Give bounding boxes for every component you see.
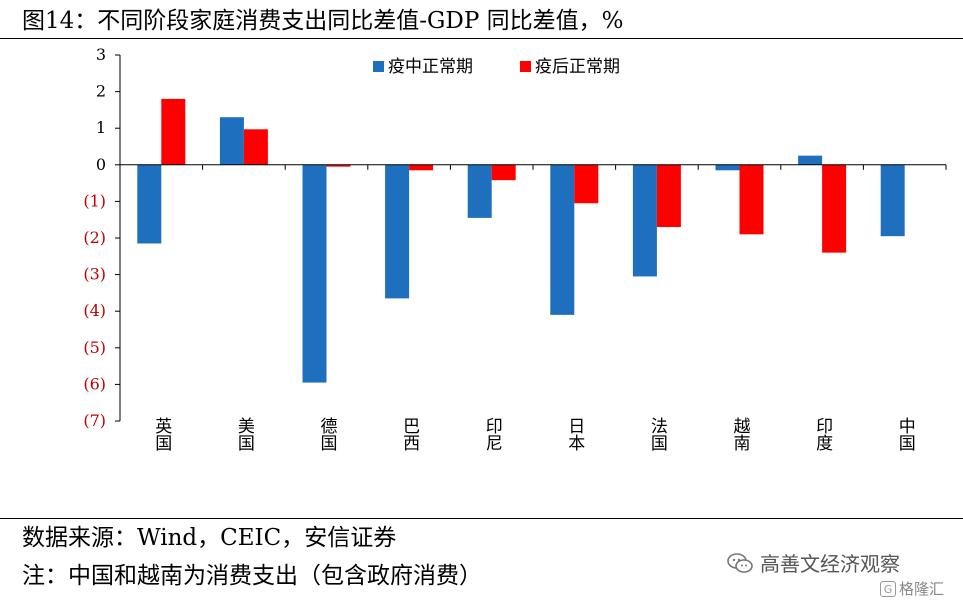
y-axis: 3 2 1 0 (1) (2) (3) (4) (5) (6) (7) (83, 45, 121, 430)
bar-during-4 (467, 164, 492, 218)
category-label: 英国 (151, 417, 172, 451)
bars (137, 98, 905, 383)
wechat-icon (727, 552, 753, 573)
y-tick-label: (6) (83, 374, 106, 393)
legend-label: 疫中正常期 (388, 57, 473, 77)
bar-during-3 (385, 164, 410, 299)
y-tick-label: (1) (83, 191, 106, 210)
bar-after-7 (739, 164, 764, 235)
bar-after-1 (243, 129, 268, 165)
bar-during-0 (137, 164, 162, 244)
category-label: 巴西 (399, 417, 419, 451)
y-tick-label: 2 (96, 82, 106, 101)
y-tick-label: 3 (96, 45, 106, 64)
category-label: 美国 (234, 417, 255, 451)
x-axis (119, 164, 947, 170)
legend-swatch (373, 61, 384, 72)
category-label: 越南 (730, 417, 751, 451)
category-label: 中国 (895, 417, 915, 451)
bar-during-9 (880, 164, 905, 237)
bar-after-5 (574, 164, 599, 204)
watermark: 高善文经济观察 (726, 548, 900, 577)
watermark-text: 高善文经济观察 (760, 552, 900, 576)
bar-chart: 3 2 1 0 (1) (2) (3) (4) (5) (6) (7) 英国 美国 德国 巴西 印尼 日本 法国… (83, 45, 947, 451)
bar-during-6 (632, 164, 657, 277)
y-tick-label: (3) (83, 265, 106, 284)
logo-icon: G (880, 580, 896, 597)
category-label: 日本 (564, 417, 585, 451)
logo: G 格隆汇 (880, 578, 944, 599)
legend-label: 疫后正常期 (535, 57, 620, 77)
source-note: 数据来源：Wind，CEIC，安信证券 (22, 525, 397, 551)
category-label: 印度 (812, 417, 833, 451)
y-tick-label: 1 (96, 118, 106, 137)
category-label: 印尼 (482, 417, 503, 451)
logo-text: 格隆汇 (899, 580, 945, 598)
category-label: 德国 (317, 417, 338, 451)
bar-during-2 (302, 164, 327, 383)
y-tick-label: (5) (83, 338, 106, 357)
bar-after-0 (161, 98, 186, 165)
footnote: 注：中国和越南为消费支出（包含政府消费） (22, 563, 482, 589)
bar-after-6 (656, 164, 681, 228)
y-tick-label: (7) (83, 411, 106, 430)
bar-after-2 (326, 164, 351, 167)
bar-after-3 (409, 164, 434, 171)
bottom-rule (0, 518, 963, 519)
bar-after-8 (822, 164, 847, 253)
bar-during-7 (715, 164, 740, 171)
y-tick-label: (2) (83, 228, 106, 247)
top-rule (0, 38, 963, 39)
chart-title: 图14：不同阶段家庭消费支出同比差值-GDP 同比差值，% (22, 8, 624, 34)
bar-during-8 (798, 155, 823, 165)
legend: 疫中正常期 疫后正常期 (373, 57, 620, 77)
y-tick-label: (4) (83, 301, 106, 320)
y-tick-label: 0 (96, 155, 106, 174)
bar-during-5 (550, 164, 575, 315)
bar-after-4 (491, 164, 516, 181)
category-label: 法国 (647, 417, 668, 451)
bar-during-1 (219, 117, 244, 165)
legend-swatch (520, 61, 531, 72)
category-labels: 英国 美国 德国 巴西 印尼 日本 法国 越南 印度 中国 (151, 417, 914, 451)
